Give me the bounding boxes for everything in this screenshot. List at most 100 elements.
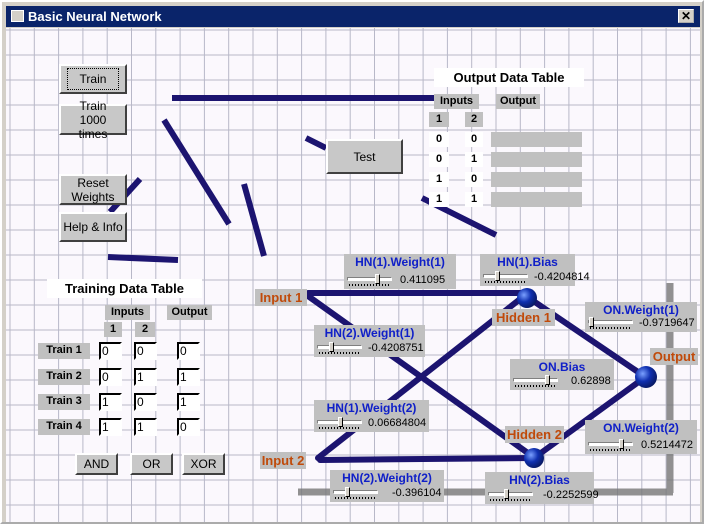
weight-value: 0.62898 bbox=[571, 375, 611, 387]
hidden2-node bbox=[524, 448, 544, 468]
output-table-result bbox=[491, 132, 582, 147]
output-table-in1: 1 bbox=[429, 192, 449, 207]
train-row-label: Train 1 bbox=[38, 343, 90, 359]
weight-name: HN(1).Weight(1) bbox=[355, 255, 445, 269]
weight-name: ON.Bias bbox=[538, 360, 586, 374]
weight-name: HN(1).Bias bbox=[497, 255, 558, 269]
weight-slider[interactable] bbox=[588, 317, 633, 329]
weight-hn2-w2: HN(2).Weight(2) -0.396104 bbox=[330, 470, 444, 502]
slider-thumb[interactable] bbox=[589, 317, 594, 327]
train-input1-field[interactable]: 0 bbox=[99, 368, 122, 386]
decor-line bbox=[107, 254, 179, 263]
xor-button[interactable]: XOR bbox=[182, 453, 225, 475]
test-button[interactable]: Test bbox=[326, 139, 403, 174]
training-table-title: Training Data Table bbox=[47, 279, 202, 298]
decor-line bbox=[304, 135, 328, 151]
weight-slider[interactable] bbox=[513, 375, 558, 387]
slider-thumb[interactable] bbox=[545, 375, 550, 385]
slider-thumb[interactable] bbox=[338, 417, 343, 427]
training-table-col2: 2 bbox=[135, 322, 155, 337]
weight-value: -0.396104 bbox=[392, 487, 442, 499]
train-1000-button[interactable]: Train 1000 times bbox=[59, 99, 127, 141]
help-info-button[interactable]: Help & Info bbox=[59, 212, 127, 242]
train-button[interactable]: Train bbox=[59, 64, 127, 94]
weight-slider[interactable] bbox=[317, 417, 362, 429]
hidden1-node bbox=[517, 288, 537, 308]
slider-thumb[interactable] bbox=[504, 489, 509, 499]
weight-slider[interactable] bbox=[483, 271, 528, 283]
train-row-label: Train 3 bbox=[38, 394, 90, 410]
or-button[interactable]: OR bbox=[130, 453, 173, 475]
weight-name: ON.Weight(1) bbox=[603, 303, 679, 317]
train-input2-field[interactable]: 1 bbox=[134, 368, 157, 386]
train-input1-field[interactable]: 1 bbox=[99, 393, 122, 411]
weight-hn1-bias: HN(1).Bias -0.4204814 bbox=[480, 254, 590, 286]
weight-slider[interactable] bbox=[588, 439, 633, 451]
train-input2-field[interactable]: 0 bbox=[134, 393, 157, 411]
weight-value: -0.2252599 bbox=[543, 489, 599, 501]
slider-thumb[interactable] bbox=[495, 271, 500, 281]
hidden1-label: Hidden 1 bbox=[492, 309, 555, 326]
hidden2-label: Hidden 2 bbox=[505, 426, 564, 443]
weight-name: HN(2).Weight(1) bbox=[324, 326, 415, 340]
train-label: Train bbox=[66, 68, 120, 90]
output-table-result bbox=[491, 152, 582, 167]
weight-value: 0.06684804 bbox=[368, 417, 427, 429]
decor-line bbox=[241, 183, 267, 257]
train-input2-field[interactable]: 1 bbox=[134, 418, 157, 436]
weight-value: -0.4208751 bbox=[368, 342, 424, 354]
weight-hn1-w2: HN(1).Weight(2) 0.06684804 bbox=[314, 400, 429, 432]
train-output-field[interactable]: 0 bbox=[177, 342, 200, 360]
decor-lines bbox=[107, 95, 498, 263]
output-table-title: Output Data Table bbox=[434, 68, 584, 87]
conn-hidden2-output bbox=[531, 375, 647, 461]
weight-on-bias: ON.Bias 0.62898 bbox=[510, 359, 614, 390]
reset-weights-button[interactable]: Reset Weights bbox=[59, 174, 127, 205]
train-input1-field[interactable]: 0 bbox=[99, 342, 122, 360]
output-table-result bbox=[491, 192, 582, 207]
canvas: Train Train 1000 times Reset Weights Hel… bbox=[6, 28, 700, 522]
output-label: Output bbox=[650, 348, 698, 365]
weight-value: 0.5214472 bbox=[641, 439, 693, 451]
close-button[interactable]: ✕ bbox=[678, 9, 694, 23]
output-table-col1: 1 bbox=[429, 112, 449, 127]
output-table-in2: 0 bbox=[465, 132, 483, 147]
input2-label: Input 2 bbox=[260, 452, 306, 469]
train-row-label: Train 4 bbox=[38, 419, 90, 435]
output-table-in2: 0 bbox=[465, 172, 483, 187]
slider-thumb[interactable] bbox=[329, 342, 334, 352]
output-table-in1: 1 bbox=[429, 172, 449, 187]
weight-name: HN(2).Weight(2) bbox=[342, 471, 432, 485]
slider-thumb[interactable] bbox=[375, 274, 380, 284]
weight-name: HN(1).Weight(2) bbox=[326, 401, 417, 415]
slider-thumb[interactable] bbox=[345, 487, 350, 497]
weight-hn2-w1: HN(2).Weight(1) -0.4208751 bbox=[314, 325, 425, 357]
train-input2-field[interactable]: 0 bbox=[134, 342, 157, 360]
output-table-col2: 2 bbox=[465, 112, 483, 127]
weight-value: -0.4204814 bbox=[534, 271, 590, 283]
train-row-label: Train 2 bbox=[38, 369, 90, 385]
slider-thumb[interactable] bbox=[619, 439, 624, 449]
window-title: Basic Neural Network bbox=[28, 9, 162, 24]
weight-name: HN(2).Bias bbox=[509, 473, 570, 487]
training-table-col1: 1 bbox=[104, 322, 122, 337]
weight-name: ON.Weight(2) bbox=[603, 421, 679, 435]
weight-hn1-w1: HN(1).Weight(1) 0.411095 bbox=[344, 254, 456, 289]
weight-slider[interactable] bbox=[488, 489, 533, 501]
weight-slider[interactable] bbox=[317, 342, 362, 354]
conn-input2-hidden2 bbox=[317, 455, 535, 463]
weight-value: 0.411095 bbox=[400, 274, 446, 286]
weight-slider[interactable] bbox=[347, 274, 392, 286]
and-button[interactable]: AND bbox=[75, 453, 118, 475]
output-table-output-header: Output bbox=[496, 94, 540, 109]
weight-on-w2: ON.Weight(2) 0.5214472 bbox=[585, 420, 697, 454]
train-input1-field[interactable]: 1 bbox=[99, 418, 122, 436]
output-table-in2: 1 bbox=[465, 152, 483, 167]
train-output-field[interactable]: 0 bbox=[177, 418, 200, 436]
train-output-field[interactable]: 1 bbox=[177, 368, 200, 386]
train-output-field[interactable]: 1 bbox=[177, 393, 200, 411]
output-table-result bbox=[491, 172, 582, 187]
weight-slider[interactable] bbox=[333, 487, 378, 499]
decor-line bbox=[161, 118, 232, 226]
